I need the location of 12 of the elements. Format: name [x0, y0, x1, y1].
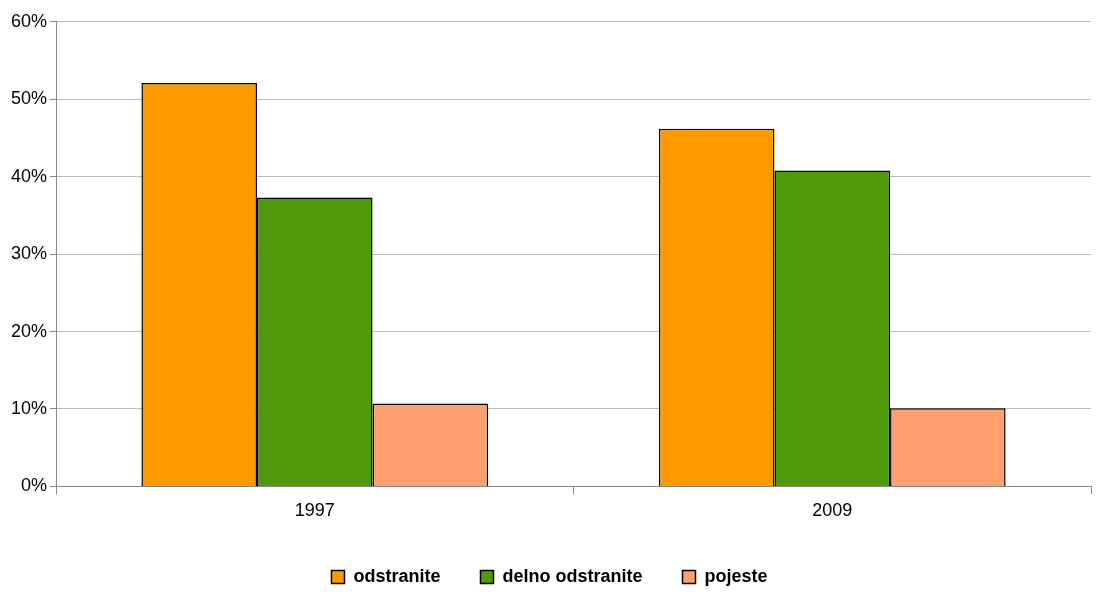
y-tick-label: 40% — [11, 165, 48, 186]
y-tick-label: 30% — [11, 243, 48, 264]
y-tick-label: 20% — [11, 320, 48, 341]
y-tick-label: 0% — [21, 475, 48, 496]
x-tick-label: 1997 — [294, 500, 335, 521]
legend-label: delno odstranite — [502, 565, 643, 586]
x-tick-label: 2009 — [812, 500, 853, 521]
legend-label: odstranite — [353, 565, 441, 586]
y-tick-label: 60% — [11, 10, 48, 31]
y-tick-label: 50% — [11, 88, 48, 109]
y-tick-label: 10% — [11, 397, 48, 418]
legend-label: pojeste — [704, 565, 768, 586]
